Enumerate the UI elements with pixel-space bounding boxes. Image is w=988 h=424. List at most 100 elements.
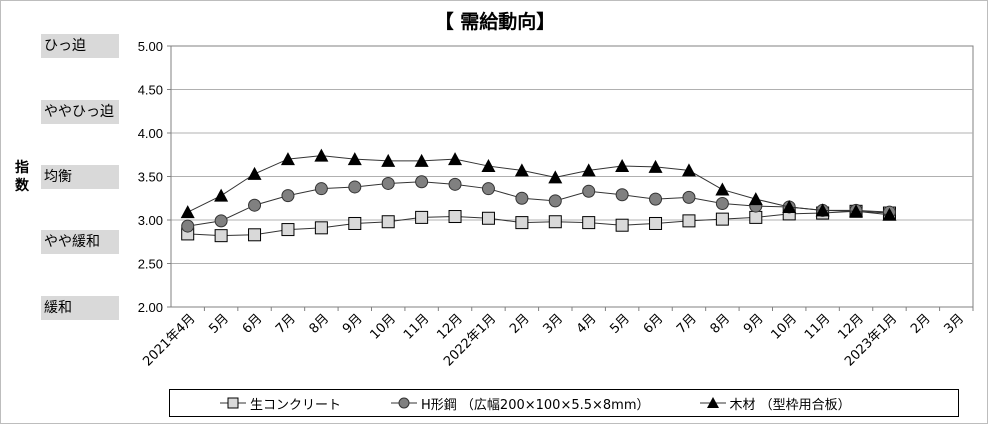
data-point-triangle xyxy=(615,159,630,173)
data-point-square xyxy=(649,216,663,230)
x-tick-label: 10月 xyxy=(769,311,800,342)
data-point-triangle xyxy=(849,204,864,218)
data-point-triangle xyxy=(448,152,463,166)
data-point-square xyxy=(715,212,729,226)
legend-item: H形鋼 （広幅200×100×5.5×8mm） xyxy=(391,394,650,413)
data-point-square xyxy=(582,216,596,230)
data-point-triangle xyxy=(681,163,696,177)
data-point-circle xyxy=(248,198,262,212)
data-point-triangle xyxy=(180,205,195,219)
y-tick-label: 4.50 xyxy=(138,83,163,98)
data-point-triangle xyxy=(214,188,229,202)
legend-item: 木材 （型枠用合板） xyxy=(699,394,851,413)
data-point-circle xyxy=(415,175,429,189)
data-point-square xyxy=(415,210,429,224)
level-label: 緩和 xyxy=(41,296,119,320)
legend-circle-icon xyxy=(391,397,418,409)
data-point-triangle xyxy=(314,148,329,162)
x-tick-label: 9月 xyxy=(340,311,366,337)
legend-label: 木材 （型枠用合板） xyxy=(729,397,851,413)
legend-label: H形鋼 （広幅200×100×5.5×8mm） xyxy=(421,397,650,413)
level-label: 均衡 xyxy=(41,165,119,189)
x-tick-label: 2月 xyxy=(908,311,934,337)
y-tick-label: 2.00 xyxy=(138,300,163,315)
data-point-triangle xyxy=(548,170,563,184)
data-point-square xyxy=(314,221,328,235)
x-tick-label: 8月 xyxy=(708,311,734,337)
data-point-circle xyxy=(615,188,629,202)
data-point-circle xyxy=(348,180,362,194)
data-point-triangle xyxy=(581,163,596,177)
series-line-triangle xyxy=(187,155,890,216)
legend: 生コンクリート H形鋼 （広幅200×100×5.5×8mm） 木材 （型枠用合板） xyxy=(169,389,959,417)
x-tick-label: 10月 xyxy=(368,311,399,342)
data-point-square xyxy=(548,215,562,229)
x-tick-label: 5月 xyxy=(607,311,633,337)
x-tick-label: 8月 xyxy=(307,311,333,337)
data-point-square xyxy=(515,216,529,230)
data-point-triangle xyxy=(715,182,730,196)
data-point-circle xyxy=(481,182,495,196)
x-tick-label: 2月 xyxy=(507,311,533,337)
data-point-circle xyxy=(715,196,729,210)
x-tick-label: 11月 xyxy=(401,311,432,342)
data-point-triangle xyxy=(514,163,529,177)
series-line-square xyxy=(187,210,890,237)
data-point-circle xyxy=(448,177,462,191)
level-label: ややひっ迫 xyxy=(41,100,119,124)
data-point-triangle xyxy=(280,152,295,166)
data-point-circle xyxy=(682,190,696,204)
data-point-square xyxy=(348,216,362,230)
data-point-square xyxy=(281,223,295,237)
data-point-triangle xyxy=(882,207,897,221)
data-point-triangle xyxy=(247,166,262,180)
data-point-circle xyxy=(314,182,328,196)
level-label: やや緩和 xyxy=(41,230,119,254)
data-point-square xyxy=(749,210,763,224)
y-tick-label: 4.00 xyxy=(138,126,163,141)
x-tick-label: 2021年4月 xyxy=(140,311,198,369)
x-tick-label: 7月 xyxy=(674,311,700,337)
x-tick-label: 7月 xyxy=(273,311,299,337)
y-tick-label: 5.00 xyxy=(138,39,163,54)
legend-triangle-icon xyxy=(699,397,726,408)
legend-label: 生コンクリート xyxy=(250,397,342,413)
data-point-square xyxy=(248,228,262,242)
x-tick-label: 4月 xyxy=(574,311,600,337)
data-point-square xyxy=(481,211,495,225)
data-point-triangle xyxy=(381,153,396,167)
data-point-circle xyxy=(214,214,228,228)
data-point-circle xyxy=(281,189,295,203)
x-tick-label: 3月 xyxy=(540,311,566,337)
data-point-triangle xyxy=(748,192,763,206)
data-point-triangle xyxy=(481,159,496,173)
x-tick-label: 6月 xyxy=(240,311,266,337)
data-point-triangle xyxy=(815,203,830,217)
y-axis-label: 指数 xyxy=(15,160,29,194)
data-point-square xyxy=(214,229,228,243)
data-point-circle xyxy=(649,192,663,206)
data-point-circle xyxy=(548,194,562,208)
x-tick-label: 6月 xyxy=(641,311,667,337)
x-tick-label: 5月 xyxy=(206,311,232,337)
y-tick-label: 3.00 xyxy=(138,213,163,228)
data-point-circle xyxy=(515,191,529,205)
data-point-triangle xyxy=(414,153,429,167)
data-point-square xyxy=(448,210,462,224)
series-line-circle xyxy=(187,181,890,227)
x-tick-label: 9月 xyxy=(741,311,767,337)
data-point-circle xyxy=(181,219,195,233)
data-point-square xyxy=(381,215,395,229)
data-point-circle xyxy=(582,184,596,198)
x-tick-label: 11月 xyxy=(802,311,833,342)
data-point-triangle xyxy=(347,152,362,166)
y-tick-label: 2.50 xyxy=(138,257,163,272)
legend-item: 生コンクリート xyxy=(220,394,341,413)
data-point-square xyxy=(682,214,696,228)
data-point-triangle xyxy=(782,199,797,213)
data-point-triangle xyxy=(648,159,663,173)
data-point-circle xyxy=(381,176,395,190)
x-tick-label: 3月 xyxy=(941,311,967,337)
